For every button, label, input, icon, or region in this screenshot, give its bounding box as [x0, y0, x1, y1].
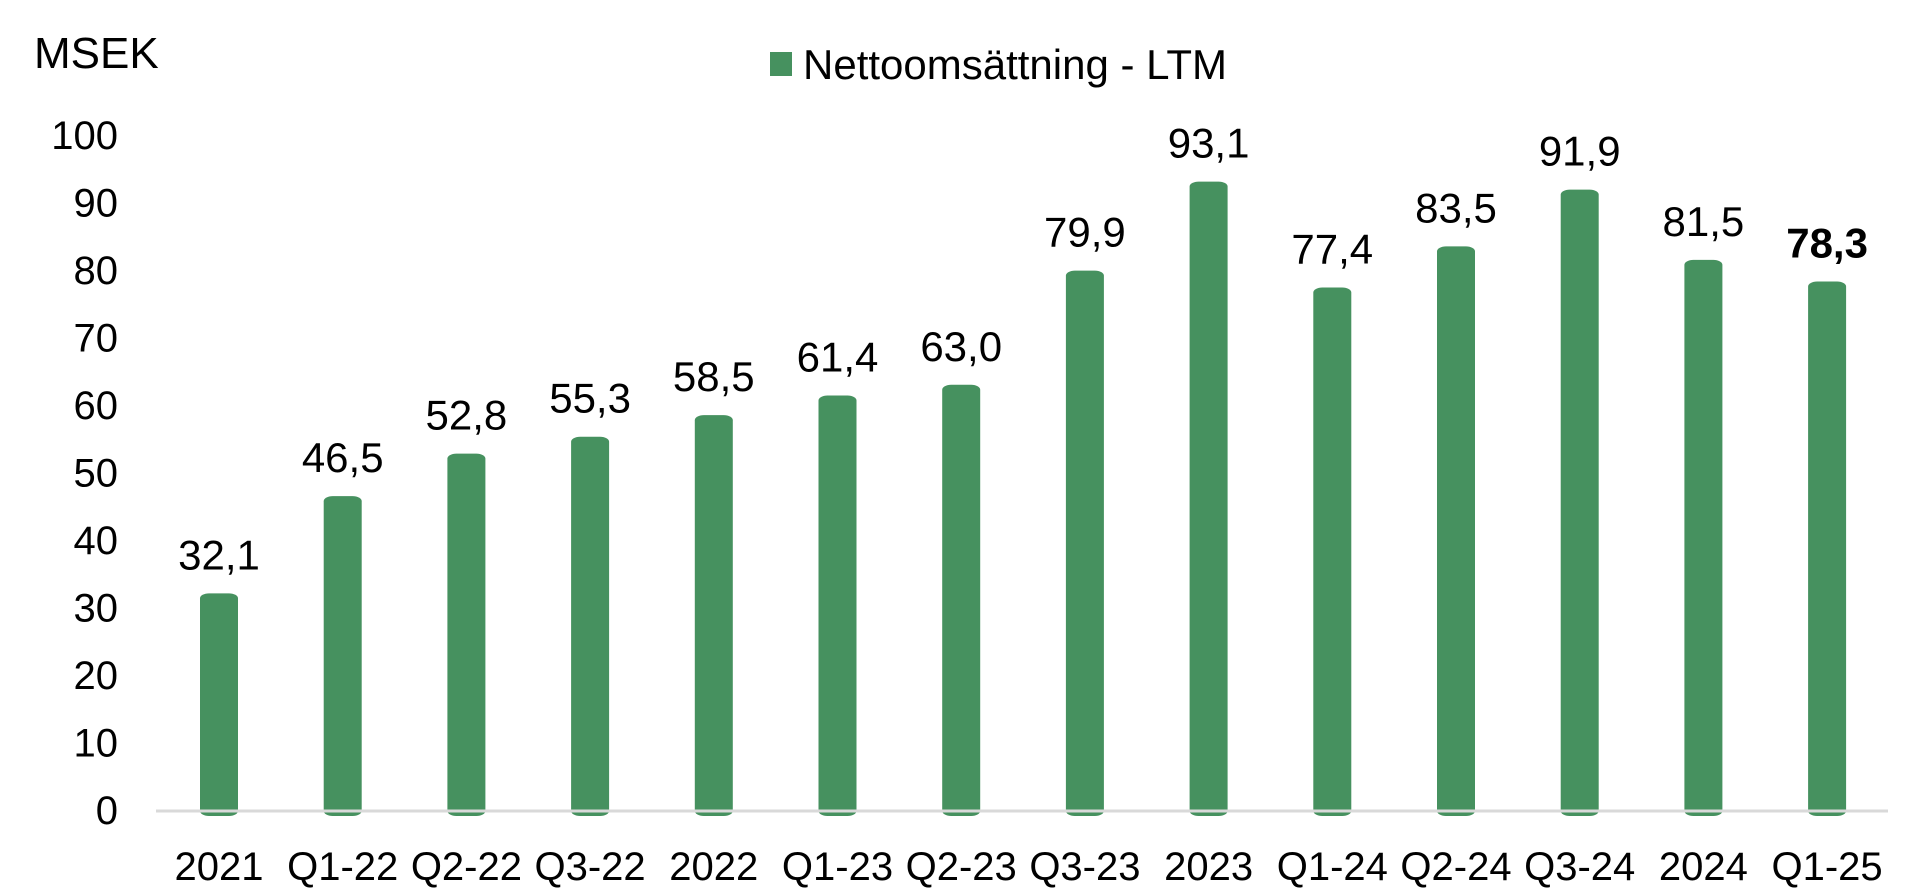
data-label: 58,5	[673, 353, 755, 400]
y-tick-label: 30	[74, 587, 119, 631]
x-tick-label: Q1-25	[1772, 845, 1883, 889]
bar	[200, 593, 238, 816]
x-tick-label: Q2-24	[1400, 845, 1511, 889]
y-tick-label: 80	[74, 249, 119, 293]
bar	[1684, 259, 1723, 816]
y-tick-label: 70	[74, 317, 119, 361]
y-tick-label: 20	[74, 654, 119, 698]
y-tick-label: 100	[51, 114, 118, 158]
y-axis-title: MSEK	[34, 29, 159, 78]
data-label: 78,3	[1786, 219, 1868, 266]
bar	[323, 496, 362, 816]
data-label: 93,1	[1168, 120, 1250, 167]
legend: Nettoomsättning - LTM	[770, 41, 1227, 88]
x-tick-label: Q2-23	[906, 845, 1017, 889]
data-label: 91,9	[1539, 128, 1621, 175]
x-tick-label: Q2-22	[411, 845, 522, 889]
bar	[1808, 281, 1847, 817]
y-tick-label: 40	[74, 519, 119, 563]
y-tick-label: 50	[74, 452, 119, 496]
x-tick-label: Q3-22	[535, 845, 646, 889]
bar	[1437, 246, 1475, 816]
data-label: 52,8	[426, 392, 508, 439]
bar	[1065, 270, 1104, 816]
bar	[694, 415, 733, 816]
x-tick-label: 2022	[669, 845, 758, 889]
x-tick-label: Q1-22	[287, 845, 398, 889]
bar	[571, 436, 610, 816]
x-tick-label: Q3-23	[1029, 845, 1140, 889]
data-label: 83,5	[1415, 184, 1497, 231]
bars	[200, 181, 1847, 817]
data-label: 32,1	[178, 531, 260, 578]
bar	[1313, 287, 1352, 816]
bar	[1189, 181, 1228, 816]
data-label: 79,9	[1044, 209, 1126, 256]
y-tick-label: 10	[74, 722, 119, 766]
data-label: 77,4	[1291, 226, 1373, 273]
data-labels: 32,1 46,5 52,8 55,3 58,5 61,4 63,0 79,9 93,1 77,4…	[178, 120, 1868, 579]
y-tick-label: 90	[74, 182, 119, 226]
y-tick-label: 0	[96, 789, 118, 833]
data-label: 81,5	[1663, 198, 1745, 245]
x-tick-label: 2024	[1659, 845, 1748, 889]
x-tick-label: 2021	[175, 845, 264, 889]
x-tick-label: Q3-24	[1524, 845, 1635, 889]
y-axis-ticks: 0 10 20 30 40 50 60 70 80 90 100	[51, 114, 118, 833]
data-label: 46,5	[302, 434, 384, 481]
data-label: 61,4	[797, 334, 879, 381]
x-tick-label: Q1-23	[782, 845, 893, 889]
legend-label: Nettoomsättning - LTM	[803, 41, 1227, 88]
bar	[942, 384, 981, 816]
bar	[1560, 189, 1599, 817]
x-axis-ticks: 2021 Q1-22 Q2-22 Q3-22 2022 Q1-23 Q2-23 Q3-23 20…	[175, 845, 1883, 889]
data-label: 63,0	[920, 323, 1002, 370]
legend-swatch	[770, 52, 792, 76]
data-label: 55,3	[549, 375, 631, 422]
x-tick-label: 2023	[1164, 845, 1253, 889]
x-tick-label: Q1-24	[1277, 845, 1388, 889]
bar	[447, 453, 486, 816]
bar	[818, 395, 857, 816]
y-tick-label: 60	[74, 384, 119, 428]
